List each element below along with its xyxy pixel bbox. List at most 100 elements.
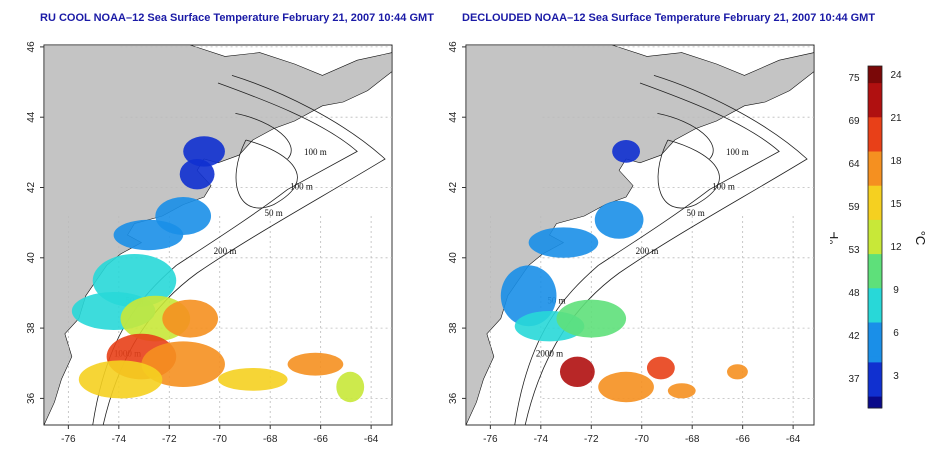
y-tick-label: 46 — [448, 41, 459, 53]
x-tick-label: -76 — [483, 434, 498, 445]
sst-patch — [218, 368, 288, 391]
colorbar-segment — [868, 66, 882, 73]
fahrenheit-tick-label: 75 — [848, 73, 860, 84]
x-tick-label: -74 — [534, 434, 549, 445]
sst-patch — [500, 265, 557, 327]
colorbar-segment — [868, 294, 882, 301]
celsius-tick-label: 18 — [890, 156, 902, 167]
colorbar-segment — [868, 128, 882, 135]
colorbar-segment — [868, 265, 882, 272]
sst-patch — [727, 364, 748, 380]
depth-contour — [235, 139, 298, 209]
sst-patch — [113, 219, 184, 251]
sst-patch — [179, 159, 215, 190]
colorbar-segment — [868, 351, 882, 358]
right-sst-map: 100 m 100 m 50 m 200 m 50 m 2000 m -76 -74 -72 -7… — [448, 41, 815, 445]
sst-patch — [594, 200, 644, 239]
contour-label: 50 m — [265, 208, 283, 218]
y-tick-label: 36 — [448, 392, 459, 404]
colorbar-segment — [868, 231, 882, 238]
fahrenheit-tick-label: 69 — [848, 116, 860, 127]
colorbar-segment — [868, 402, 882, 409]
sst-patch — [667, 383, 696, 399]
sst-patch — [598, 371, 654, 403]
sst-patch — [162, 299, 218, 338]
celsius-tick-label: 3 — [893, 371, 899, 382]
contour-label: 200 m — [636, 246, 659, 256]
colorbar-segment — [868, 225, 882, 232]
colorbar-segment — [868, 396, 882, 403]
x-tick-label: -74 — [112, 434, 127, 445]
y-tick-label: 38 — [448, 322, 459, 334]
x-tick-label: -76 — [61, 434, 76, 445]
x-tick-label: -68 — [685, 434, 700, 445]
colorbar-segment — [868, 174, 882, 181]
fahrenheit-tick-label: 37 — [848, 374, 860, 385]
colorbar-segment — [868, 105, 882, 113]
colorbar-segment — [868, 339, 882, 346]
sst-patch — [612, 140, 640, 163]
celsius-tick-label: 12 — [890, 242, 902, 253]
colorbar-segment — [868, 151, 882, 158]
colorbar-segment — [868, 117, 882, 124]
colorbar-segment — [868, 145, 882, 152]
colorbar-segment — [868, 77, 882, 84]
colorbar-segment — [868, 237, 882, 244]
contour-label: 100 m — [726, 147, 749, 157]
contour-label: 50 m — [547, 295, 565, 305]
celsius-axis-label: °C — [913, 231, 928, 246]
sst-patch — [183, 136, 225, 167]
y-tick-label: 40 — [26, 252, 37, 264]
colorbar-segment — [868, 88, 882, 95]
colorbar-segment — [868, 288, 882, 295]
colorbar-segment — [868, 214, 882, 221]
colorbar-segment — [868, 271, 882, 278]
colorbar-segment — [868, 202, 882, 209]
y-tick-label: 44 — [448, 111, 459, 123]
x-tick-label: -66 — [313, 434, 328, 445]
colorbar-segment — [868, 168, 882, 175]
sst-patch — [528, 227, 599, 258]
x-tick-label: -72 — [584, 434, 599, 445]
colorbar-segment — [868, 83, 882, 90]
sst-patch — [78, 360, 163, 399]
sst-patch — [141, 341, 225, 388]
colorbar-segment — [868, 368, 882, 375]
sst-patch — [646, 356, 675, 380]
colorbar-segment — [868, 123, 882, 130]
contour-label: 2000 m — [536, 349, 563, 359]
colorbar-segment — [868, 100, 882, 107]
colorbar-segment — [868, 259, 882, 266]
contour-label: 50 m — [687, 208, 705, 218]
fahrenheit-tick-label: 48 — [848, 288, 860, 299]
colorbar-segment — [868, 94, 882, 101]
celsius-tick-label: 21 — [890, 113, 902, 124]
y-tick-label: 44 — [26, 111, 37, 123]
colorbar-segment — [868, 316, 882, 323]
colorbar-segment — [868, 162, 882, 170]
colorbar-segment — [868, 191, 882, 198]
fahrenheit-axis-label: °F — [830, 231, 841, 244]
celsius-tick-label: 6 — [893, 328, 899, 339]
depth-contour — [235, 113, 292, 160]
contour-label: 100 m — [712, 181, 735, 191]
x-tick-label: -66 — [735, 434, 750, 445]
colorbar-segment — [868, 373, 882, 380]
colorbar-segment — [868, 208, 882, 215]
fahrenheit-tick-label: 42 — [848, 331, 860, 342]
temperature-colorbar: 75 69 64 59 53 48 42 37 24 21 18 15 12 9 6 3 °F °C — [830, 65, 928, 409]
sst-patch — [559, 356, 595, 387]
colorbar-segment — [868, 305, 882, 312]
colorbar-segment — [868, 345, 882, 352]
colorbar-segment — [868, 71, 882, 78]
x-tick-label: -64 — [364, 434, 379, 445]
colorbar-segment — [868, 282, 882, 289]
colorbar-segment — [868, 242, 882, 249]
depth-contour — [657, 113, 714, 160]
colorbar-segment — [868, 328, 882, 335]
y-tick-label: 36 — [26, 392, 37, 404]
colorbar-segment — [868, 180, 882, 187]
left-panel-title: RU COOL NOAA–12 Sea Surface Temperature … — [40, 12, 434, 24]
x-tick-label: -70 — [635, 434, 650, 445]
